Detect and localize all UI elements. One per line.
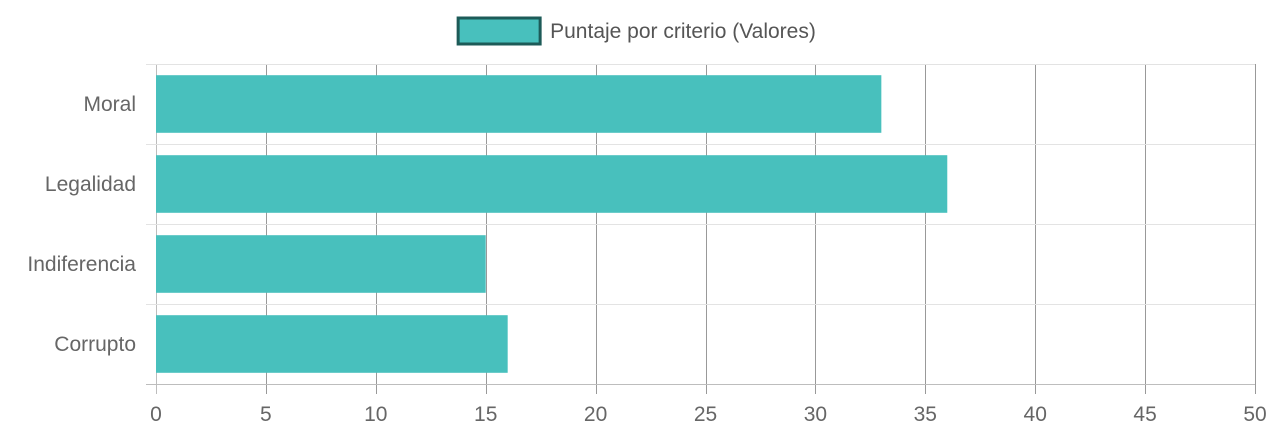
x-tick-label: 15	[474, 403, 497, 426]
x-tick-label: 30	[804, 403, 827, 426]
x-tick-label: 5	[260, 403, 272, 426]
y-tick-label: Moral	[83, 93, 136, 116]
y-tick-label: Legalidad	[45, 173, 136, 196]
x-tick-label: 40	[1024, 403, 1047, 426]
bar-legalidad[interactable]	[156, 155, 948, 213]
legend-label[interactable]: Puntaje por criterio (Valores)	[550, 20, 816, 43]
bar-corrupto[interactable]	[156, 315, 508, 373]
x-tick-label: 10	[364, 403, 387, 426]
x-tick-label: 50	[1243, 403, 1266, 426]
bar-layer	[156, 75, 948, 373]
bar-indiferencia[interactable]	[156, 235, 486, 293]
x-tick-label: 20	[584, 403, 607, 426]
bar-moral[interactable]	[156, 75, 882, 133]
legend[interactable]: Puntaje por criterio (Valores)	[456, 16, 816, 46]
axis-layer: Moral Legalidad Indiferencia Corrupto 0 5 10 15…	[27, 93, 1266, 426]
y-tick-label: Indiferencia	[27, 253, 136, 276]
x-tick-label: 25	[694, 403, 717, 426]
x-tick-label: 45	[1133, 403, 1156, 426]
y-tick-label: Corrupto	[54, 333, 136, 356]
x-tick-label: 35	[914, 403, 937, 426]
legend-swatch[interactable]	[456, 16, 542, 46]
x-tick-label: 0	[150, 403, 162, 426]
